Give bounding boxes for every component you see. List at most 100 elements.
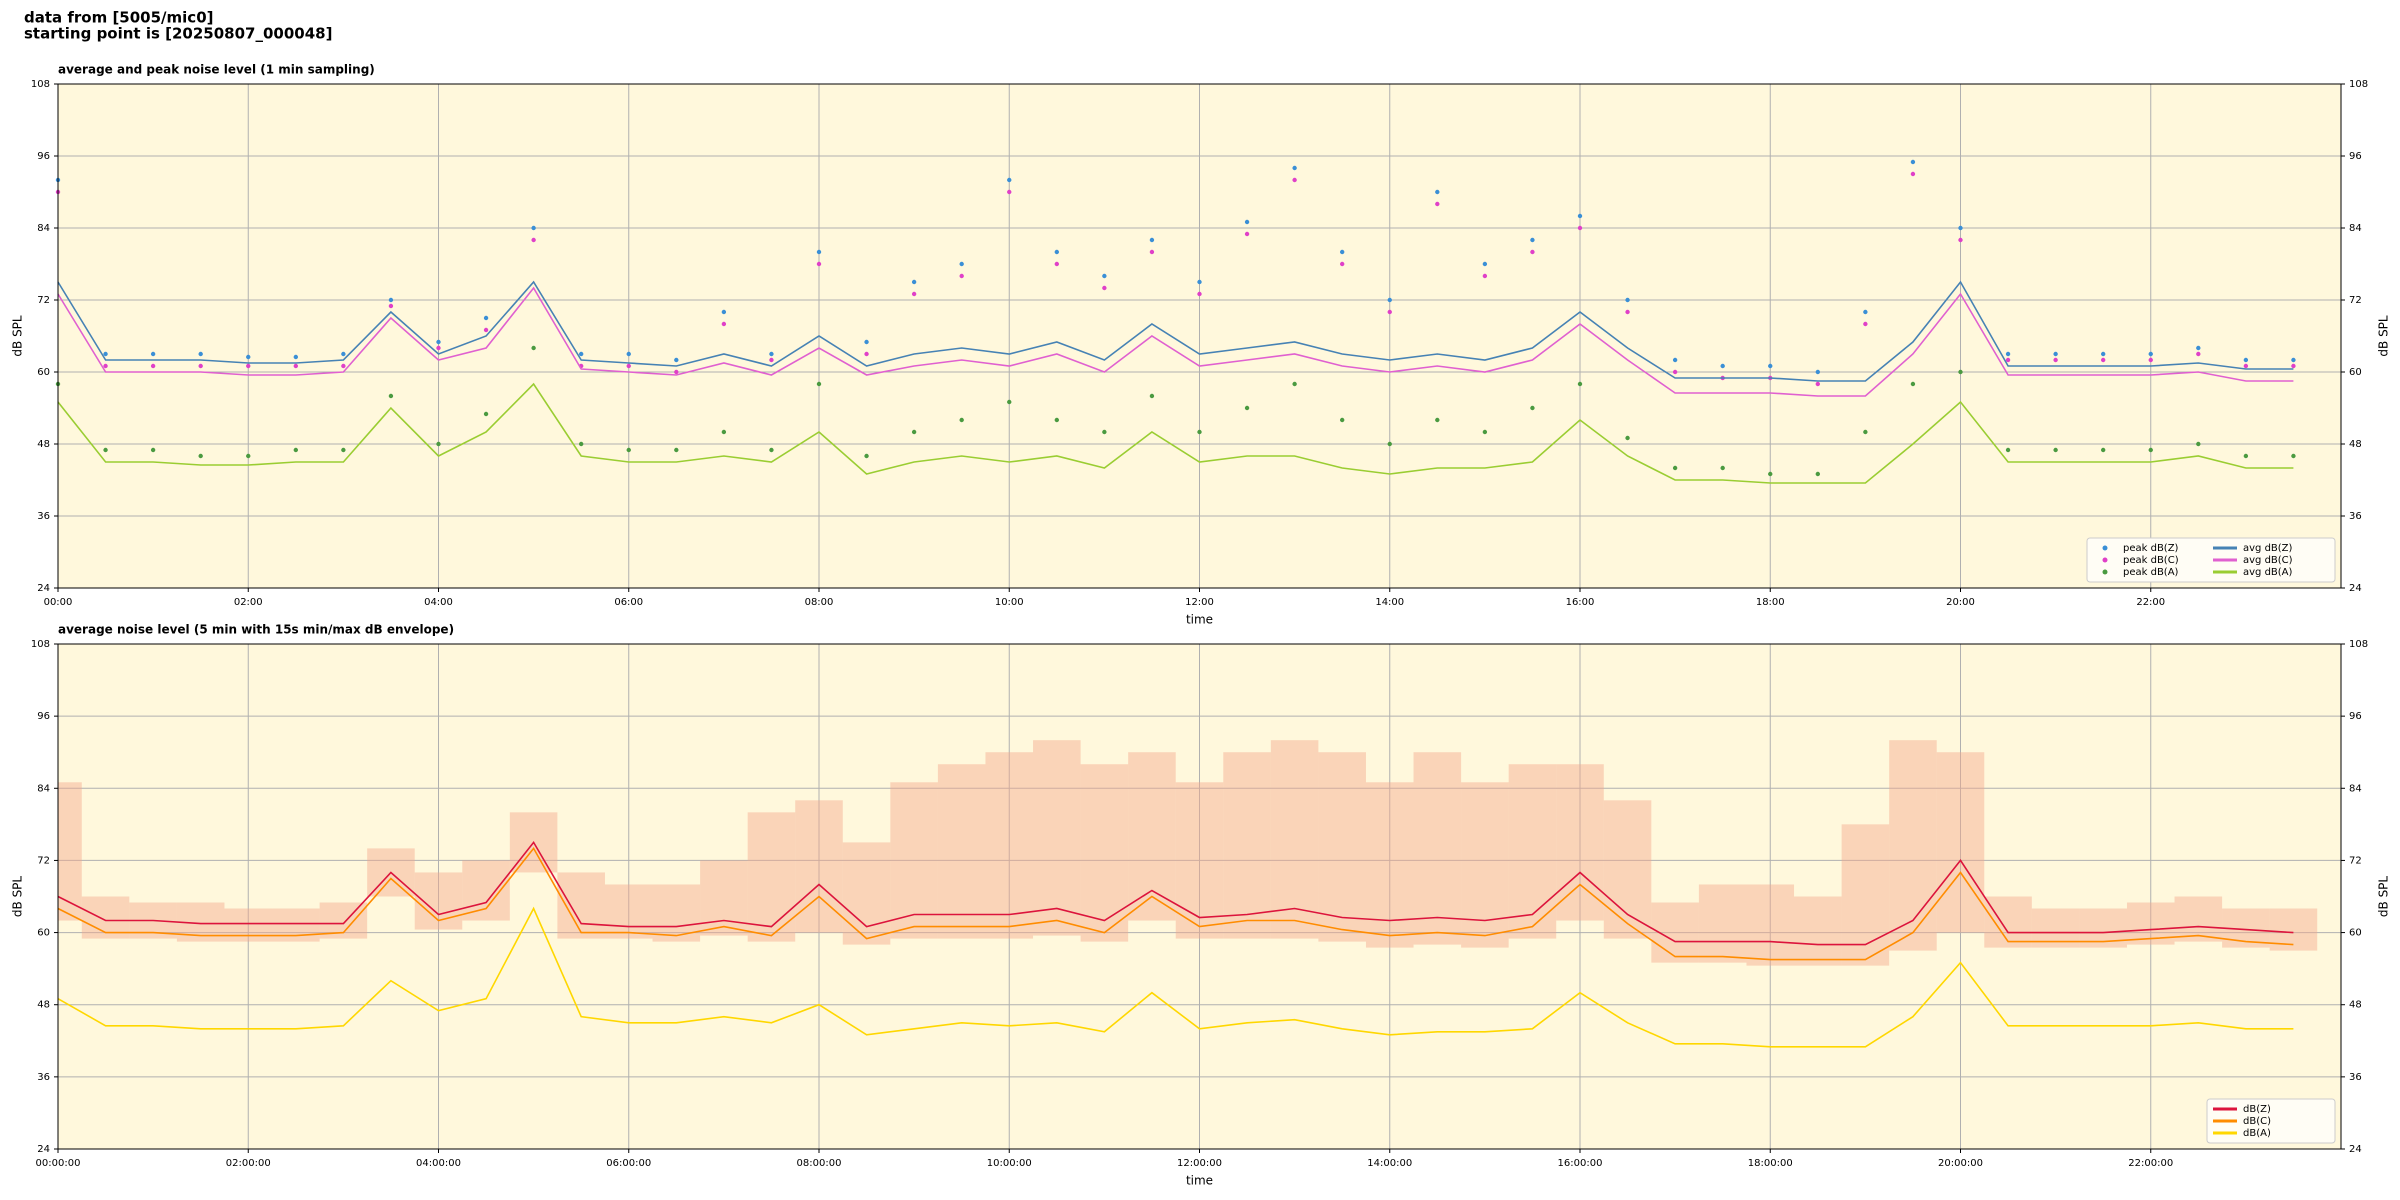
chart: average noise level (5 min with 15s min/… (11, 623, 2391, 1188)
y-tick-label: 96 (2349, 151, 2362, 162)
peak-point (2005, 351, 2011, 357)
envelope-band (1128, 752, 1176, 921)
peak-point (721, 429, 727, 435)
header-line: data from [5005/mic0] (24, 9, 214, 27)
peak-point (103, 351, 108, 357)
peak-point (388, 297, 394, 303)
y-tick-label: 60 (2349, 367, 2362, 378)
peak-point (2053, 351, 2058, 357)
peak-point (483, 411, 489, 417)
legend-label: dB(C) (2243, 1116, 2271, 1127)
peak-point (1672, 357, 1678, 363)
peak-point (1007, 189, 1012, 195)
peak-point (1958, 369, 1963, 375)
peak-point (2005, 357, 2011, 363)
envelope-band (1461, 782, 1509, 948)
peak-point (293, 363, 299, 369)
peak-point (1149, 249, 1155, 255)
peak-point (769, 351, 774, 357)
peak-point (531, 225, 536, 231)
y-tick-label: 84 (2349, 783, 2362, 794)
peak-point (1625, 297, 1630, 303)
envelope-band (557, 872, 605, 939)
peak-point (1482, 273, 1488, 279)
series-line (57, 906, 2294, 1048)
y-tick-label: 48 (2349, 1000, 2362, 1011)
x-tick-label: 06:00:00 (606, 1158, 651, 1169)
peak-point (1292, 381, 1297, 387)
peak-point (1387, 297, 1392, 303)
legend-label: dB(A) (2243, 1128, 2271, 1139)
peak-point (1958, 225, 1963, 231)
y-tick-label: 24 (37, 1144, 50, 1155)
x-tick-label: 18:00:00 (1748, 1158, 1793, 1169)
peak-point (1197, 429, 1202, 435)
y-axis-label: dB SPL (11, 876, 25, 918)
envelope-band (1223, 752, 1271, 939)
peak-point (1482, 429, 1488, 435)
y-tick-label: 48 (2349, 439, 2362, 450)
peak-point (626, 351, 631, 357)
x-tick-label: 04:00 (424, 597, 453, 608)
envelope-band (1318, 752, 1366, 942)
envelope-band (795, 800, 843, 933)
peak-point (198, 363, 203, 369)
peak-point (1387, 441, 1392, 447)
peak-point (911, 279, 917, 285)
y-tick-label: 24 (37, 583, 50, 594)
peak-point (1625, 435, 1630, 441)
legend-label: dB(Z) (2243, 1104, 2271, 1115)
peak-point (816, 249, 822, 255)
y-tick-label: 108 (31, 79, 50, 90)
x-tick-label: 02:00 (234, 597, 263, 608)
y-tick-label: 48 (37, 1000, 50, 1011)
y-tick-label: 108 (31, 639, 50, 650)
peak-point (864, 339, 869, 345)
peak-point (769, 447, 774, 453)
envelope-band (747, 812, 796, 942)
peak-point (246, 453, 251, 459)
peak-point (1339, 249, 1345, 255)
y-tick-label: 96 (37, 711, 50, 722)
y-tick-label: 84 (2349, 223, 2362, 234)
x-tick-label: 16:00 (1566, 597, 1595, 608)
x-axis-label: time (1186, 613, 1213, 627)
legend-marker (2102, 569, 2108, 575)
peak-point (150, 351, 156, 357)
x-tick-label: 06:00 (614, 597, 643, 608)
peak-point (674, 447, 679, 453)
legend-label: peak dB(A) (2123, 567, 2179, 578)
peak-point (1007, 177, 1012, 183)
y-tick-label: 36 (37, 1072, 50, 1083)
header-line: starting point is [20250807_000048] (24, 25, 332, 43)
peak-point (436, 441, 441, 447)
peak-point (2053, 447, 2058, 453)
x-tick-label: 12:00 (1185, 597, 1214, 608)
envelope-band (81, 896, 130, 939)
peak-point (626, 363, 631, 369)
peak-point (578, 441, 584, 447)
peak-point (531, 345, 536, 351)
envelope-band (700, 860, 748, 936)
peak-point (103, 363, 108, 369)
peak-point (2291, 453, 2296, 459)
y-tick-label: 72 (2349, 855, 2362, 866)
peak-point (1577, 213, 1583, 219)
peak-point (1387, 309, 1392, 315)
envelope-band (1556, 764, 1604, 921)
x-tick-label: 18:00 (1756, 597, 1785, 608)
x-tick-label: 08:00 (805, 597, 834, 608)
peak-point (959, 273, 964, 279)
peak-point (1435, 417, 1440, 423)
peak-point (1244, 405, 1250, 411)
peak-point (816, 381, 822, 387)
y-axis-label: dB SPL (2377, 315, 2391, 357)
peak-point (911, 291, 917, 297)
y-tick-label: 60 (2349, 928, 2362, 939)
x-tick-label: 04:00:00 (416, 1158, 461, 1169)
chart-title: average noise level (5 min with 15s min/… (58, 623, 454, 637)
peak-point (198, 453, 203, 459)
peak-point (2291, 363, 2296, 369)
peak-point (436, 339, 441, 345)
peak-point (1910, 159, 1916, 165)
